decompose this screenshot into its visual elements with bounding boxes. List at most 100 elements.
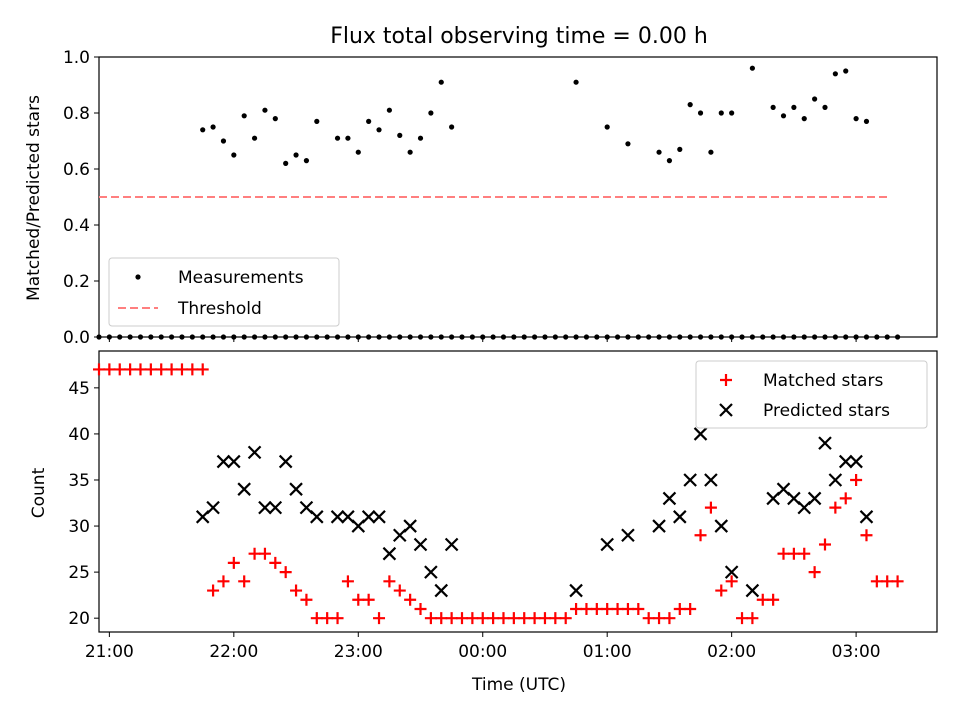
predicted-star-point	[807, 491, 822, 506]
measurement-point	[428, 110, 434, 116]
matched-star-point	[839, 492, 852, 505]
measurement-point	[791, 334, 797, 340]
measurement-point	[251, 135, 258, 141]
measurement-point	[262, 107, 268, 113]
legend-predicted-marker	[719, 403, 733, 417]
measurement-point	[314, 118, 320, 124]
matched-star-point	[497, 612, 510, 625]
matched-star-point	[746, 612, 759, 625]
measurement-point	[843, 68, 849, 74]
measurement-point	[366, 334, 372, 340]
measurement-point	[490, 334, 496, 340]
measurement-point	[334, 135, 341, 141]
predicted-star-point	[859, 510, 874, 524]
measurement-point	[220, 138, 227, 144]
y-tick-label: 0.2	[63, 272, 90, 292]
top-y-axis-label: Matched/Predicted stars	[24, 95, 44, 301]
measurement-point	[397, 334, 403, 340]
measurement-point	[718, 110, 724, 116]
matched-star-point	[321, 612, 334, 625]
matched-star-point	[549, 612, 562, 625]
matched-star-point	[227, 556, 240, 569]
measurement-point	[812, 334, 818, 340]
x-tick-label: 02:00	[707, 642, 756, 662]
measurement-point	[251, 334, 258, 340]
matched-star-point	[134, 363, 147, 376]
measurement-point	[853, 116, 859, 122]
measurement-point	[853, 334, 859, 340]
predicted-star-point	[258, 500, 272, 515]
chart-title: Flux total observing time = 0.00 h	[330, 24, 708, 49]
measurement-point	[438, 334, 444, 340]
matched-star-point	[445, 612, 458, 625]
measurement-point	[812, 96, 818, 102]
legend-predicted-label: Predicted stars	[763, 401, 890, 421]
matched-star-point	[207, 584, 220, 597]
matched-star-point	[715, 584, 728, 597]
matched-star-point	[165, 363, 178, 376]
matched-star-point	[435, 612, 448, 625]
matched-star-point	[611, 602, 624, 615]
measurement-point	[801, 334, 807, 340]
predicted-star-point	[330, 510, 345, 524]
measurement-point	[542, 334, 548, 340]
measurement-point	[718, 334, 724, 340]
y-tick-label: 20	[68, 609, 90, 629]
measurement-point	[137, 334, 144, 340]
predicted-star-point	[216, 454, 231, 469]
legend-matched-label: Matched stars	[763, 371, 883, 391]
measurement-point	[604, 334, 610, 340]
measurement-point	[822, 334, 828, 340]
measurement-point	[729, 334, 735, 340]
measurement-point	[168, 334, 175, 340]
predicted-star-point	[849, 454, 863, 469]
measurement-point	[874, 334, 880, 340]
measurement-point	[324, 334, 330, 340]
measurement-point	[397, 132, 403, 138]
matched-star-point	[124, 363, 137, 376]
matched-star-point	[632, 602, 645, 615]
matched-star-point	[694, 529, 707, 542]
measurement-point	[656, 334, 662, 340]
matched-star-point	[113, 363, 126, 376]
measurement-point	[677, 146, 683, 152]
y-tick-label: 0.4	[63, 216, 90, 236]
measurement-point	[293, 334, 299, 340]
predicted-star-point	[372, 510, 386, 524]
matched-star-point	[476, 612, 489, 625]
matched-star-point	[362, 593, 375, 606]
measurement-point	[531, 334, 538, 340]
measurement-point	[863, 334, 870, 340]
predicted-star-point	[227, 454, 241, 469]
matched-star-point	[466, 612, 479, 625]
measurement-point	[148, 334, 154, 340]
matched-star-point	[818, 538, 831, 551]
measurement-point	[127, 334, 133, 340]
measurement-point	[200, 127, 206, 133]
measurement-point	[749, 65, 755, 71]
measurement-point	[760, 334, 766, 340]
matched-star-point	[310, 612, 323, 625]
measurement-point	[687, 334, 693, 340]
predicted-star-point	[662, 491, 677, 506]
matched-star-point	[673, 602, 686, 615]
measurement-point	[106, 334, 112, 340]
predicted-star-point	[268, 500, 283, 515]
measurement-point	[262, 334, 268, 340]
predicted-star-point	[569, 583, 583, 598]
legend-box	[108, 257, 340, 327]
matched-star-point	[248, 547, 261, 560]
predicted-star-point	[818, 436, 832, 450]
measurement-point	[386, 107, 392, 113]
matched-star-point	[331, 612, 344, 625]
measurement-point	[770, 334, 776, 340]
y-tick-label: 1.0	[63, 48, 90, 68]
matched-star-point	[601, 602, 614, 615]
predicted-star-point	[206, 500, 220, 515]
matched-star-point	[590, 602, 603, 615]
matched-star-point	[279, 566, 292, 579]
matched-star-point	[528, 612, 541, 625]
matched-star-point	[175, 363, 188, 376]
matched-star-point	[787, 547, 800, 560]
matched-star-point	[684, 602, 697, 615]
